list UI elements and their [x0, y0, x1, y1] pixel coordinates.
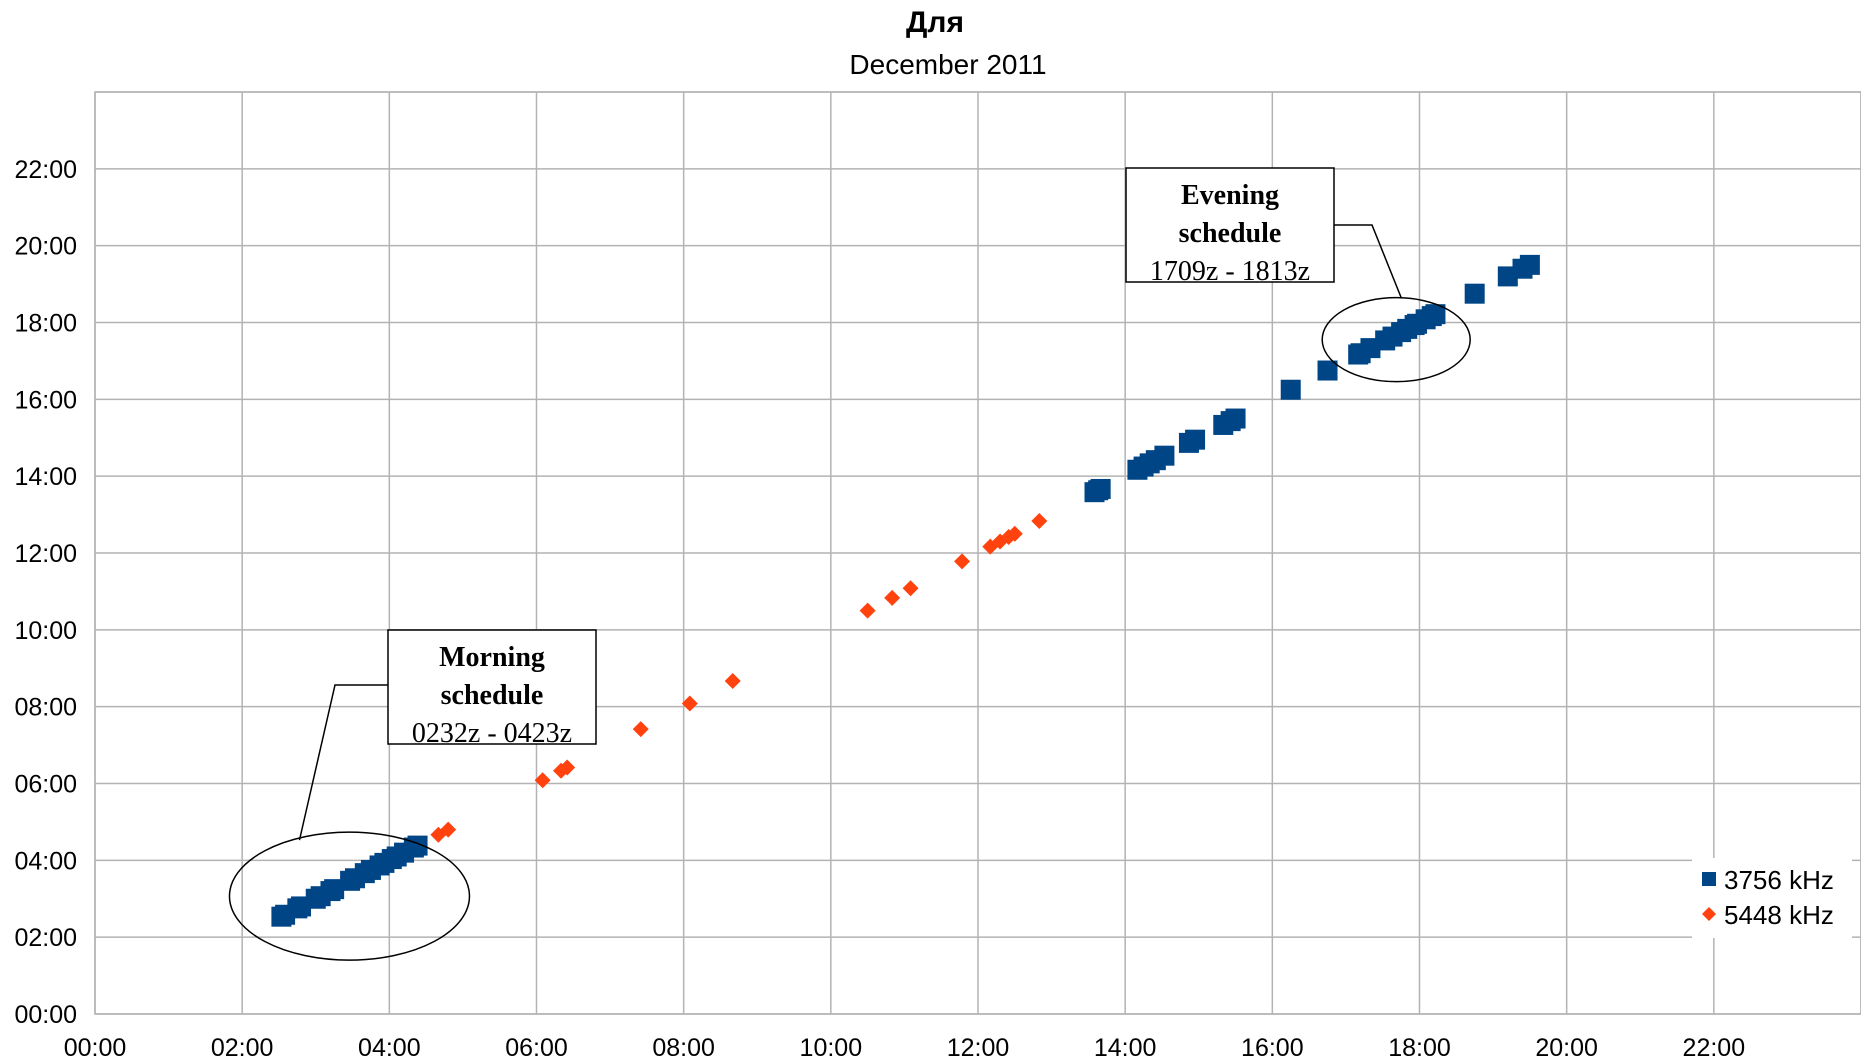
legend-marker-3756-khz	[1702, 872, 1716, 886]
y-axis-tick-labels: 00:00 02:00 04:00 06:00 08:00 10:00 12:00 14:00…	[14, 156, 77, 1029]
x-axis-tick-labels: 00:00 02:00 04:00 06:00 08:00 10:00 12:00 14:00…	[64, 1034, 1745, 1062]
x-tick-label: 18:00	[1388, 1034, 1451, 1062]
y-tick-label: 08:00	[14, 694, 77, 722]
point-5448-khz	[559, 759, 576, 776]
callout-ellipse-evening	[1321, 296, 1471, 383]
callout-text-evening: 1709z - 1813z	[1150, 256, 1310, 287]
callout-text-morning: schedule	[441, 680, 544, 711]
legend-box	[1692, 858, 1852, 938]
x-tick-label: 04:00	[358, 1034, 421, 1062]
callout-text-morning: 0232z - 0423z	[412, 718, 572, 749]
point-5448-khz	[440, 821, 457, 838]
y-tick-label: 18:00	[14, 310, 77, 338]
y-tick-label: 14:00	[14, 463, 77, 491]
callout-leader-evening	[1334, 224, 1402, 298]
y-tick-label: 12:00	[14, 540, 77, 568]
plot-area-frame	[94, 91, 1861, 1015]
y-tick-label: 00:00	[14, 1001, 77, 1029]
x-tick-label: 16:00	[1241, 1034, 1304, 1062]
point-3756-khz	[1519, 254, 1540, 275]
annotations: Morning schedule 0232z - 0423z Evening sched…	[228, 167, 1471, 961]
point-5448-khz	[902, 580, 919, 597]
point-5448-khz	[724, 673, 741, 690]
y-tick-label: 10:00	[14, 617, 77, 645]
point-3756-khz	[407, 835, 428, 856]
x-tick-label: 08:00	[652, 1034, 715, 1062]
x-tick-label: 10:00	[800, 1034, 863, 1062]
legend-marker-5448-khz	[1702, 907, 1716, 921]
data-points	[271, 254, 1540, 927]
y-tick-label: 16:00	[14, 386, 77, 414]
x-tick-label: 22:00	[1683, 1034, 1746, 1062]
y-tick-label: 02:00	[14, 924, 77, 952]
point-3756-khz	[1154, 445, 1175, 466]
callout-text-morning: Morning	[439, 642, 545, 673]
point-5448-khz	[1031, 512, 1048, 529]
x-tick-label: 14:00	[1094, 1034, 1157, 1062]
point-3756-khz	[324, 879, 345, 900]
callout-text-evening: schedule	[1179, 218, 1282, 249]
callout-box-morning	[387, 629, 597, 745]
x-tick-label: 00:00	[64, 1034, 127, 1062]
point-5448-khz	[632, 721, 649, 738]
y-tick-label: 06:00	[14, 771, 77, 799]
point-5448-khz	[534, 772, 551, 789]
x-tick-label: 06:00	[505, 1034, 568, 1062]
legend-label-3756-khz: 3756 kHz	[1724, 865, 1834, 895]
point-3756-khz	[1425, 304, 1446, 325]
chart-title: Для	[906, 6, 964, 39]
point-3756-khz	[1317, 360, 1338, 381]
point-5448-khz	[859, 602, 876, 619]
callout-ellipse-morning	[228, 831, 471, 961]
point-5448-khz	[1006, 525, 1023, 542]
legend-label-5448-khz: 5448 kHz	[1724, 900, 1834, 930]
point-3756-khz	[1464, 283, 1485, 304]
x-tick-label: 20:00	[1535, 1034, 1598, 1062]
point-3756-khz	[1090, 478, 1111, 499]
point-3756-khz	[1185, 429, 1206, 450]
legend: 3756 kHz 5448 kHz	[1692, 858, 1852, 938]
callout-text-evening: Evening	[1181, 180, 1279, 211]
x-tick-label: 02:00	[211, 1034, 274, 1062]
x-tick-label: 12:00	[947, 1034, 1010, 1062]
y-tick-label: 22:00	[14, 156, 77, 184]
callout-box-evening	[1125, 167, 1335, 283]
chart-subtitle: December 2011	[849, 49, 1046, 80]
point-3756-khz	[1225, 408, 1246, 429]
y-tick-label: 04:00	[14, 847, 77, 875]
callout-leader-morning	[298, 684, 388, 841]
point-5448-khz	[954, 553, 971, 570]
y-tick-label: 20:00	[14, 233, 77, 261]
point-5448-khz	[884, 589, 901, 606]
point-5448-khz	[681, 695, 698, 712]
point-3756-khz	[1280, 379, 1301, 400]
